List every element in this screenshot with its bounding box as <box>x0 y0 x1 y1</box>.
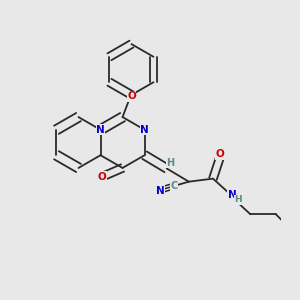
Text: N: N <box>228 190 236 200</box>
Text: N: N <box>96 125 105 135</box>
Text: O: O <box>216 149 224 160</box>
Text: N: N <box>140 125 149 135</box>
Text: H: H <box>234 195 242 204</box>
Text: C: C <box>170 181 178 191</box>
Text: O: O <box>97 172 106 182</box>
Text: O: O <box>127 91 136 101</box>
Text: H: H <box>167 158 175 168</box>
Text: N: N <box>156 185 164 196</box>
